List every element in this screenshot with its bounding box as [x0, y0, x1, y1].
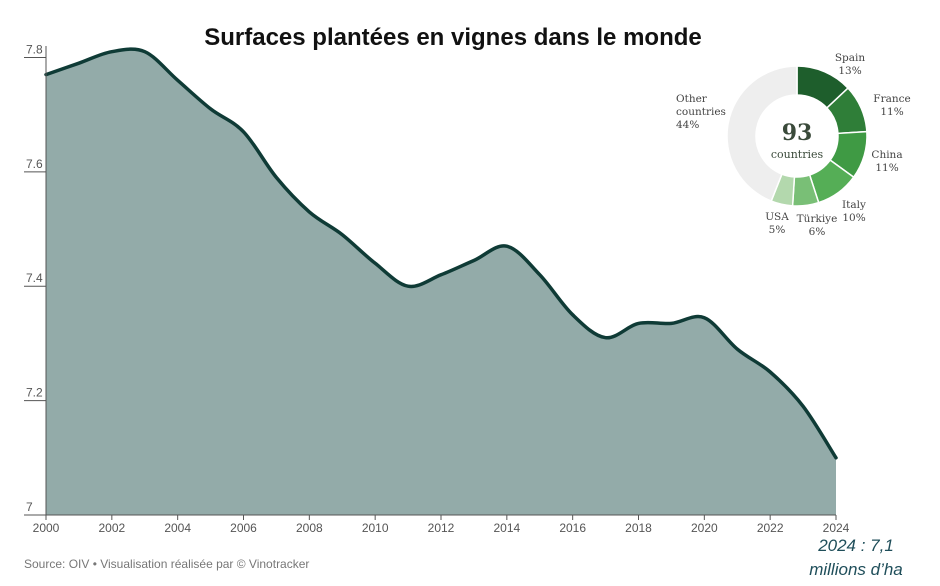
x-tick-label-2004: 2004 [164, 521, 191, 535]
y-tick-label-7-4: 7.4 [26, 271, 43, 285]
donut-label-italy: Italy 10% [842, 199, 866, 224]
donut-chart: Spain 13% France 11% China 11% Italy 10%Türkiye… [676, 52, 911, 238]
x-tick-label-2000: 2000 [33, 521, 60, 535]
area-fill [46, 49, 836, 516]
chart-title: Surfaces plantées en vignes dans le mond… [204, 24, 702, 51]
source-note: Source: OIV • Visualisation réalisée par… [24, 557, 309, 571]
donut-label-usa: USA 5% [765, 211, 789, 236]
y-tick-label-7: 7 [26, 500, 33, 514]
donut-label-spain: Spain 13% [835, 52, 866, 77]
y-tick-label-7-8: 7.8 [26, 42, 43, 56]
area-plot [44, 47, 838, 516]
donut-slice-other-countries [726, 65, 798, 203]
x-tick-label-2006: 2006 [230, 521, 257, 535]
series-line [44, 47, 838, 460]
axes: 2000 2002 2004 2006 2008 2010 2012 2014 2016 2018… [24, 42, 850, 535]
x-tick-label-2010: 2010 [362, 521, 389, 535]
x-tick-label-2024: 2024 [823, 521, 850, 535]
x-tick-label-2022: 2022 [757, 521, 784, 535]
x-tick-label-2012: 2012 [428, 521, 455, 535]
donut-label-china: China 11% [871, 149, 902, 174]
y-tick-label-7-2: 7.2 [26, 386, 43, 400]
donut-label-france: France 11% [873, 93, 910, 118]
x-tick-label-2002: 2002 [98, 521, 125, 535]
donut-label-other-countries: Other countries 44% [676, 93, 726, 131]
donut-center-value: 93 [782, 120, 813, 146]
x-tick-label-2020: 2020 [691, 521, 718, 535]
x-tick-label-2016: 2016 [559, 521, 586, 535]
callout-line-2: millions d’ha [809, 560, 903, 579]
x-tick-label-2018: 2018 [625, 521, 652, 535]
donut-label-t-rkiye: Türkiye 6% [797, 213, 838, 238]
x-tick-label-2008: 2008 [296, 521, 323, 535]
callout-line-1: 2024 : 7,1 [818, 536, 894, 555]
donut-center-label: countries [771, 148, 824, 161]
y-tick-label-7-6: 7.6 [26, 157, 43, 171]
x-tick-label-2014: 2014 [493, 521, 520, 535]
callout-2024: 2024 : 7,1 millions d’ha [786, 534, 926, 582]
